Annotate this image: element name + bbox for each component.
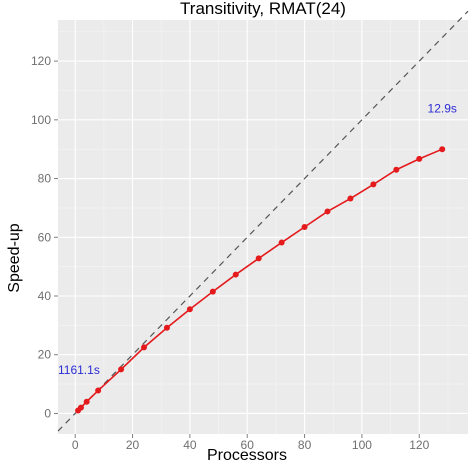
data-point xyxy=(278,239,285,246)
data-point xyxy=(83,398,90,405)
y-tick-label: 120 xyxy=(31,54,51,68)
data-point xyxy=(347,195,354,202)
x-tick-label: 80 xyxy=(298,438,312,452)
series-group xyxy=(75,146,446,414)
data-point xyxy=(95,387,102,394)
data-point xyxy=(118,366,125,373)
y-tick-label: 0 xyxy=(44,406,51,420)
y-tick-label: 60 xyxy=(38,230,52,244)
data-point xyxy=(324,208,331,215)
data-point xyxy=(232,271,239,278)
x-axis-title: Processors xyxy=(207,447,287,463)
data-point xyxy=(141,344,148,351)
time-annotation: 1161.1s xyxy=(58,363,100,377)
data-point xyxy=(416,155,423,162)
grid xyxy=(58,20,468,434)
chart-title: Transitivity, RMAT(24) xyxy=(180,0,346,18)
ideal-speedup-line xyxy=(57,10,469,432)
y-axis-title: Speed-up xyxy=(6,223,23,292)
reference-line-group xyxy=(57,10,469,432)
x-tick-label: 100 xyxy=(352,438,372,452)
ticks-group: 0 20 40 60 80 100 120 0 20 40 60 80 100 120 xyxy=(31,54,430,452)
x-tick-label: 60 xyxy=(241,438,255,452)
y-tick-label: 100 xyxy=(31,113,51,127)
x-tick-label: 40 xyxy=(183,438,197,452)
data-point xyxy=(163,324,170,331)
data-point xyxy=(439,146,446,153)
data-point xyxy=(77,404,84,411)
data-point xyxy=(301,224,308,230)
x-tick-label: 20 xyxy=(126,438,140,452)
x-tick-label: 0 xyxy=(72,438,79,452)
data-point xyxy=(209,288,216,295)
data-point xyxy=(255,255,262,262)
x-tick-label: 120 xyxy=(409,438,429,452)
data-point xyxy=(186,306,193,313)
annotations-group: 1161.1s 12.9s xyxy=(58,101,457,376)
time-annotation: 12.9s xyxy=(428,101,457,115)
data-point xyxy=(393,166,400,173)
y-tick-label: 80 xyxy=(38,172,52,186)
data-point xyxy=(370,181,377,188)
y-tick-label: 20 xyxy=(38,348,52,362)
y-tick-label: 40 xyxy=(38,289,52,303)
